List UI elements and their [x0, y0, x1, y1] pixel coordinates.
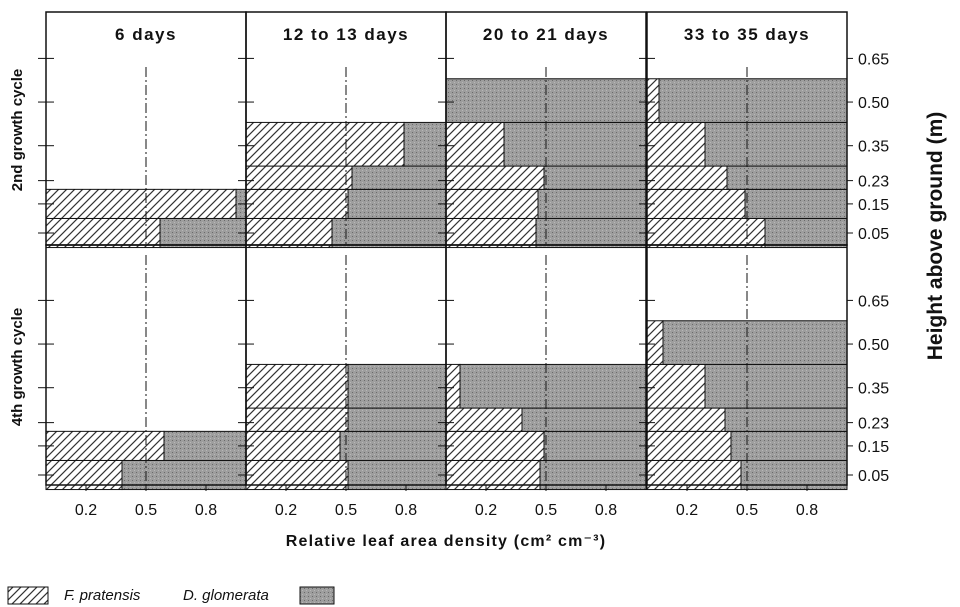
- bar-d-glomerata-r0c1-band3: [403, 121, 447, 167]
- bar-d-glomerata-r0c2-band1: [537, 188, 647, 219]
- bar-d-glomerata-r1c3-band3: [704, 363, 848, 409]
- column-title-12-13-days: 12 to 13 days: [283, 25, 409, 44]
- y-tick-label: 0.23: [858, 174, 889, 191]
- bar-f-pratensis-r1c2-band1: [445, 430, 545, 461]
- reference-lines: [145, 67, 748, 485]
- bar-f-pratensis-r1c3-band3: [646, 363, 706, 409]
- legend-label-f-pratensis: F. pratensis: [64, 587, 141, 604]
- bar-d-glomerata-r1c0-band1: [163, 430, 247, 461]
- x-axis-title: Relative leaf area density (cm² cm⁻³): [286, 533, 607, 550]
- bar-f-pratensis-r0c2-band2: [445, 165, 545, 190]
- y-tick-label: 0.50: [858, 337, 889, 354]
- bar-f-pratensis-r0c1-band0: [245, 217, 333, 249]
- bar-f-pratensis-r1c2-band2: [445, 407, 523, 432]
- bar-f-pratensis-r0c2-band0: [445, 217, 537, 249]
- bar-f-pratensis-r1c3-band2: [646, 407, 726, 432]
- y-tick-label: 0.05: [858, 468, 889, 485]
- bar-d-glomerata-r0c3-band0: [764, 217, 848, 249]
- row-labels: 2nd growth cycle 4th growth cycle: [9, 69, 26, 426]
- y-tick-label: 0.35: [858, 139, 889, 156]
- y-tick-label: 0.65: [858, 51, 889, 68]
- bar-f-pratensis-r0c1-band1: [245, 188, 349, 219]
- bar-d-glomerata-r0c1-band2: [351, 165, 447, 190]
- y-axis-title: Height above ground (m): [924, 112, 947, 361]
- x-tick-label: 0.5: [135, 502, 157, 519]
- bar-d-glomerata-r0c1-band1: [347, 188, 447, 219]
- y-tick-label: 0.23: [858, 416, 889, 433]
- x-tick-label: 0.2: [275, 502, 297, 519]
- bar-d-glomerata-r0c2-band0: [535, 217, 647, 249]
- y-tick-label: 0.65: [858, 293, 889, 310]
- row-label-4th-growth-cycle: 4th growth cycle: [9, 308, 26, 426]
- column-titles: 6 days 12 to 13 days 20 to 21 days 33 to…: [115, 25, 810, 44]
- bar-f-pratensis-r1c1-band2: [245, 407, 349, 432]
- bar-d-glomerata-r0c3-band1: [744, 188, 848, 219]
- y-tick-label: 0.35: [858, 381, 889, 398]
- legend-swatch-f-pratensis: [7, 586, 49, 605]
- legend: F. pratensis D. glomerata: [7, 586, 335, 605]
- bar-f-pratensis-r1c2-band3: [445, 363, 461, 409]
- bar-f-pratensis-r0c3-band3: [646, 121, 706, 167]
- row-label-2nd-growth-cycle: 2nd growth cycle: [9, 69, 26, 192]
- bar-d-glomerata-r0c0-band0: [159, 217, 247, 249]
- bar-f-pratensis-r0c2-band3: [445, 121, 505, 167]
- x-tick-label: 0.2: [676, 502, 698, 519]
- bar-d-glomerata-r0c3-band2: [726, 165, 848, 190]
- column-title-33-35-days: 33 to 35 days: [684, 25, 810, 44]
- x-tick-label: 0.2: [75, 502, 97, 519]
- legend-swatch-d-glomerata: [299, 586, 335, 605]
- bar-f-pratensis-r1c3-band4: [646, 320, 664, 365]
- bar-d-glomerata-r1c3-band2: [724, 407, 848, 432]
- bar-d-glomerata-r0c3-band3: [704, 121, 848, 167]
- y-tick-label: 0.15: [858, 197, 889, 214]
- bar-f-pratensis-r0c0-band1: [45, 188, 237, 219]
- bar-f-pratensis-r0c0-band0: [45, 217, 161, 249]
- x-tick-label: 0.5: [535, 502, 557, 519]
- bar-d-glomerata-r0c1-band0: [331, 217, 447, 249]
- bar-f-pratensis-r0c3-band2: [646, 165, 728, 190]
- bar-d-glomerata-r1c1-band1: [339, 430, 447, 461]
- bar-d-glomerata-r1c2-band1: [543, 430, 647, 461]
- x-tick-label: 0.8: [395, 502, 417, 519]
- bar-f-pratensis-r1c3-band1: [646, 430, 732, 461]
- bar-f-pratensis-r0c3-band4: [646, 78, 660, 123]
- bar-f-pratensis-r0c3-band0: [646, 217, 766, 249]
- bar-f-pratensis-r1c1-band1: [245, 430, 341, 461]
- y-tick-label: 0.05: [858, 226, 889, 243]
- x-tick-labels: 0.2 0.5 0.8 0.2 0.5 0.8 0.2 0.5 0.8 0.2 0.5 0.8: [75, 485, 818, 519]
- y-tick-label: 0.15: [858, 439, 889, 456]
- x-tick-label: 0.5: [736, 502, 758, 519]
- y-tick-labels: 0.05 0.15 0.23 0.35 0.50 0.65 0.05 0.15 0.23 0.35…: [38, 51, 889, 485]
- bar-d-glomerata-r1c3-band1: [730, 430, 848, 461]
- bar-f-pratensis-r0c2-band1: [445, 188, 539, 219]
- legend-label-d-glomerata: D. glomerata: [183, 587, 269, 604]
- bar-d-glomerata-r1c3-band4: [662, 320, 848, 365]
- x-tick-label: 0.5: [335, 502, 357, 519]
- x-tick-label: 0.8: [595, 502, 617, 519]
- bar-d-glomerata-r0c2-band2: [543, 165, 647, 190]
- bar-d-glomerata-r1c1-band3: [347, 363, 447, 409]
- bar-d-glomerata-r1c2-band3: [459, 363, 647, 409]
- column-title-6-days: 6 days: [115, 25, 177, 44]
- bar-d-glomerata-r1c1-band2: [347, 407, 447, 432]
- bar-d-glomerata-r0c3-band4: [658, 78, 848, 123]
- bar-d-glomerata-r0c2-band3: [503, 121, 647, 167]
- bar-f-pratensis-r0c1-band2: [245, 165, 353, 190]
- x-tick-label: 0.2: [475, 502, 497, 519]
- x-tick-label: 0.8: [796, 502, 818, 519]
- y-tick-label: 0.50: [858, 95, 889, 112]
- x-tick-label: 0.8: [195, 502, 217, 519]
- bar-f-pratensis-r0c1-band3: [245, 121, 405, 167]
- bar-f-pratensis-r1c1-band3: [245, 363, 349, 409]
- column-title-20-21-days: 20 to 21 days: [483, 25, 609, 44]
- bar-d-glomerata-r1c2-band2: [521, 407, 647, 432]
- bar-f-pratensis-r0c3-band1: [646, 188, 746, 219]
